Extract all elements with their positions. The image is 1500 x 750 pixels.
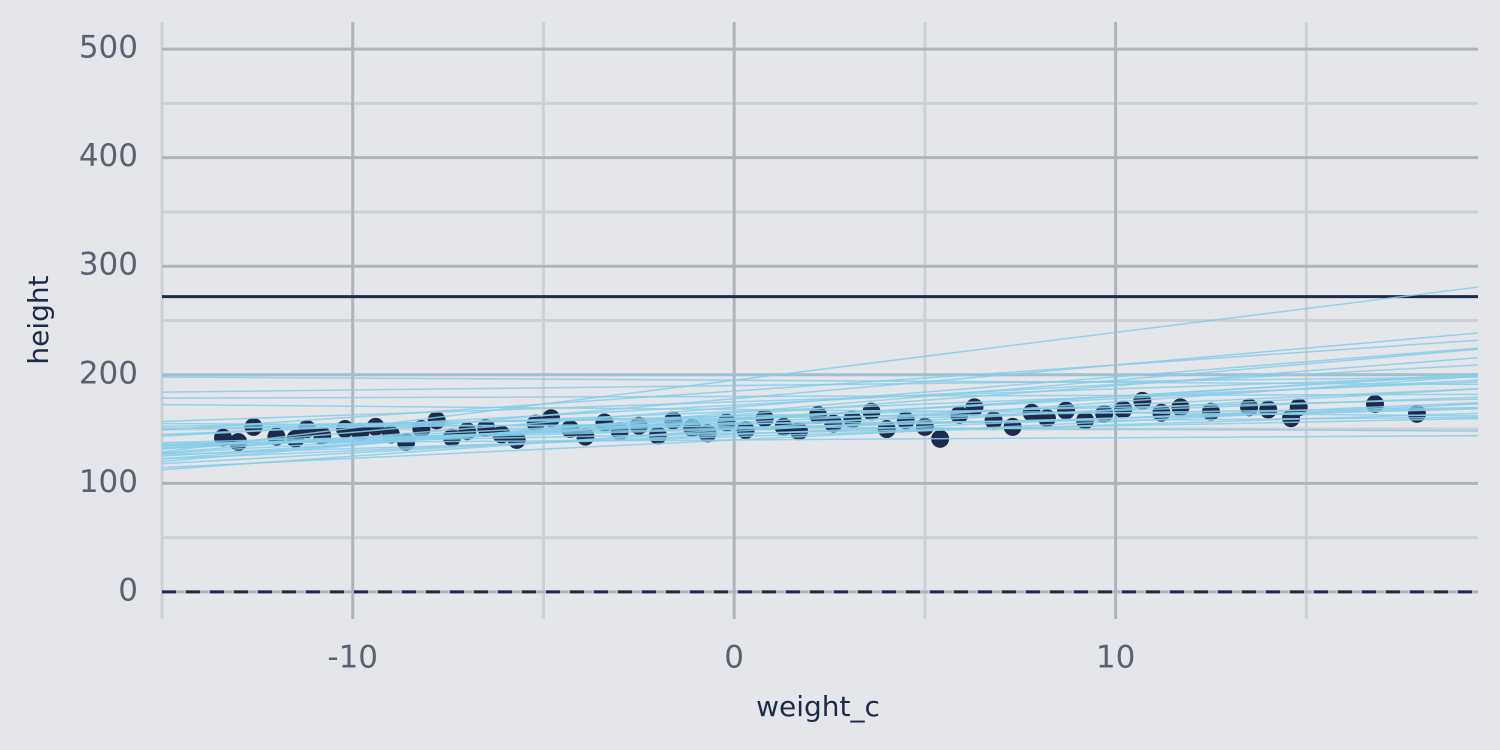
prior-line <box>161 375 1479 423</box>
point <box>965 398 984 417</box>
prior-line <box>161 376 1479 386</box>
prior-line <box>161 286 1479 453</box>
x-tick-label: 0 <box>724 640 744 676</box>
prior-line <box>161 393 1479 399</box>
prior-line <box>161 339 1479 431</box>
y-tick-label: 200 <box>79 355 138 391</box>
y-tick-label: 300 <box>79 247 138 283</box>
x-tick-label: -10 <box>327 640 378 676</box>
y-tick-label: 0 <box>118 572 138 608</box>
x-axis-title: weight_c <box>756 690 880 723</box>
prior-line <box>161 375 1479 471</box>
prior-line <box>161 374 1479 455</box>
prior-line <box>161 396 1479 447</box>
prior-line <box>161 387 1479 450</box>
prior-line <box>161 406 1479 428</box>
point <box>477 418 496 437</box>
y-tick-label: 100 <box>79 464 138 500</box>
prior-line <box>161 408 1479 444</box>
y-tick-label: 500 <box>79 30 138 66</box>
prior-line <box>161 412 1479 456</box>
y-tick-label: 400 <box>79 138 138 174</box>
prior-line <box>161 332 1479 450</box>
x-tick-label: 10 <box>1096 640 1135 676</box>
y-axis-title: height <box>22 275 55 364</box>
prior-line <box>161 401 1479 460</box>
prior-line <box>161 381 1479 436</box>
